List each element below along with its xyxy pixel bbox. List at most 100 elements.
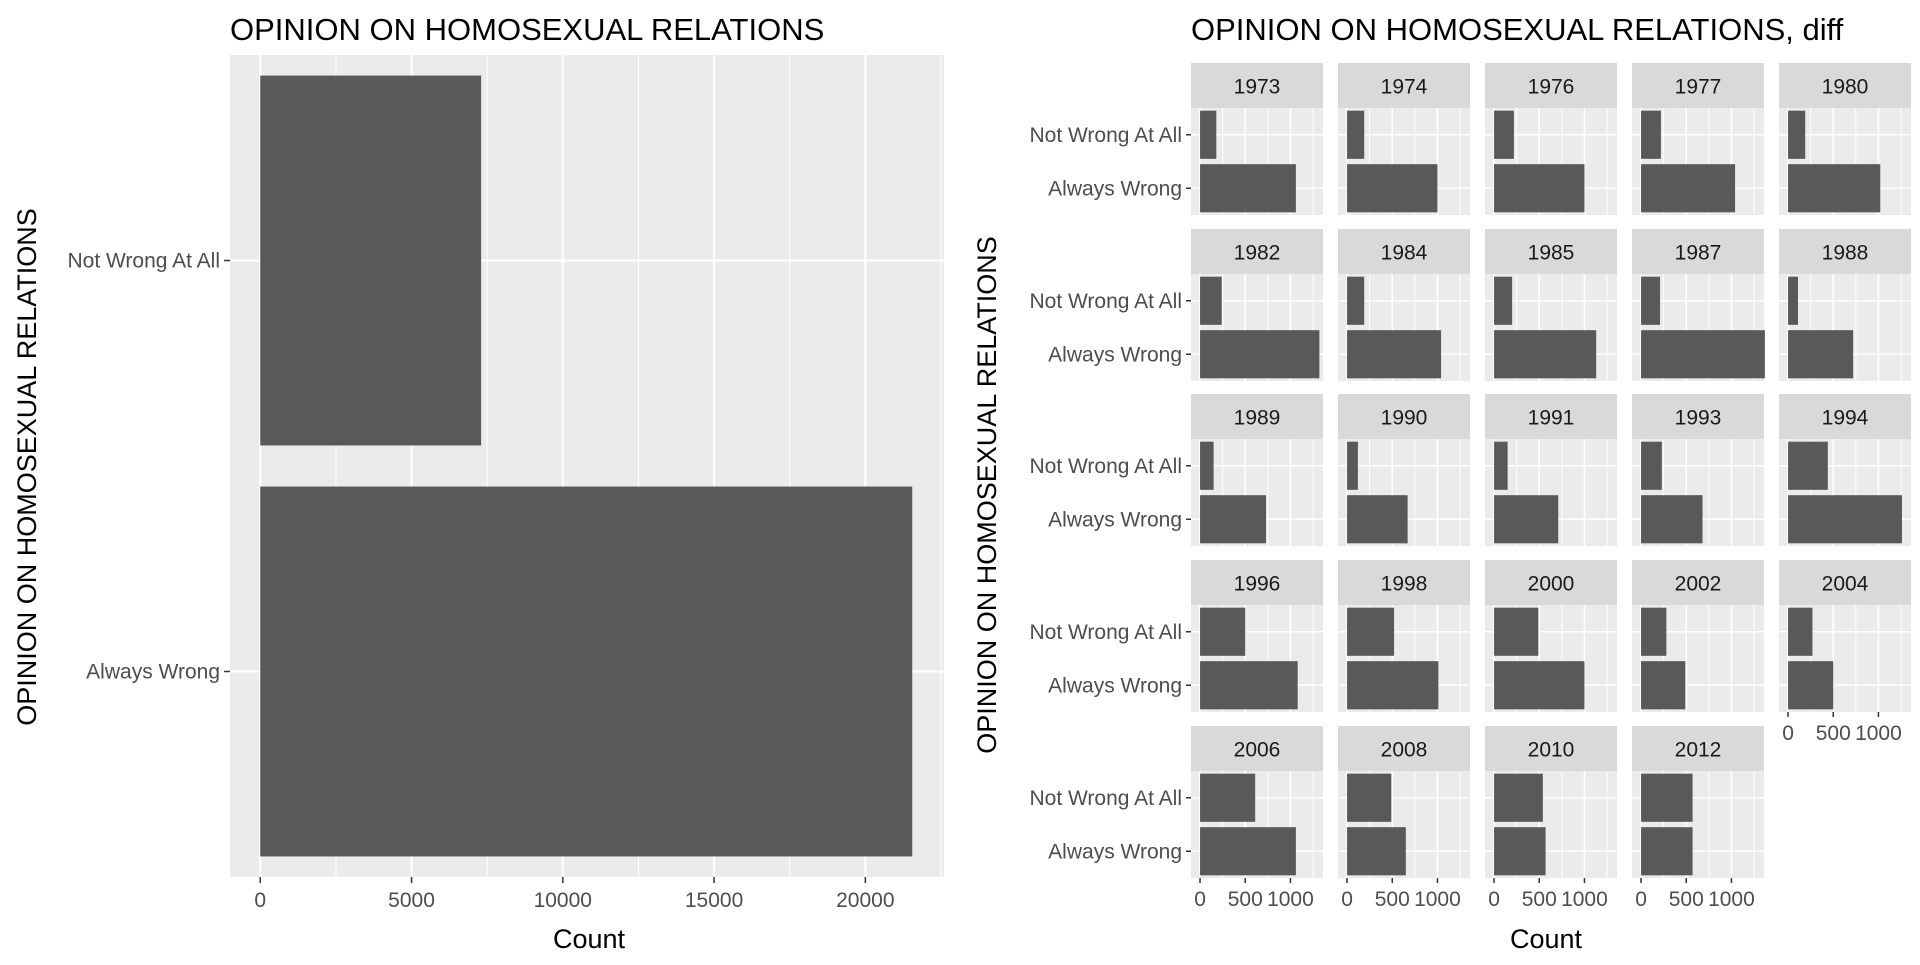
facet-bar (1347, 661, 1439, 710)
right-chart-y-axis-title: OPINION ON HOMOSEXUAL RELATIONS (972, 236, 1002, 754)
facet-strip (1191, 560, 1323, 605)
facet-bar (1347, 164, 1438, 213)
left-x-tick-label: 10000 (534, 889, 592, 912)
facet-strip-label: 1977 (1675, 76, 1722, 99)
facet-bar (1347, 495, 1408, 544)
facet-x-tick-label: 1000 (1708, 888, 1755, 911)
facet-x-tick-label: 500 (1669, 888, 1704, 911)
facet-strip (1485, 394, 1617, 439)
left-chart-plot: Not Wrong At All Always Wrong 0 5000 10000 15… (67, 55, 944, 912)
facet-strip (1191, 63, 1323, 108)
facet-x-tick-label: 500 (1228, 888, 1263, 911)
facet-strip (1632, 394, 1764, 439)
facet-strip-label: 2012 (1675, 739, 1722, 762)
facet-bar (1494, 827, 1546, 876)
left-x-tick-label: 20000 (836, 889, 894, 912)
facet-bar (1494, 110, 1514, 159)
facet-bar (1347, 773, 1392, 822)
facet-bar (1200, 330, 1320, 379)
facet-strip (1485, 229, 1617, 274)
facet-bar (1494, 773, 1543, 822)
facet-x-tick-label: 1000 (1855, 722, 1902, 745)
facet-strip-label: 2006 (1234, 739, 1281, 762)
left-chart-x-axis-title: Count (553, 924, 626, 954)
facet-bar (1200, 827, 1296, 876)
facet-y-tick-label: Not Wrong At All (1029, 124, 1182, 147)
facet-bar (1347, 330, 1442, 379)
facet-strip (1779, 560, 1911, 605)
left-y-tick-label: Not Wrong At All (67, 250, 220, 273)
facet-strip-label: 1989 (1234, 407, 1281, 430)
facet-x-tick-label: 500 (1816, 722, 1851, 745)
facet-x-tick-label: 0 (1782, 722, 1794, 745)
facet-bar (1641, 276, 1661, 325)
facet-bar (1347, 110, 1365, 159)
facet-bar (1641, 773, 1693, 822)
facet-strip (1338, 229, 1470, 274)
facet-strip (1485, 63, 1617, 108)
facet-strip (1632, 63, 1764, 108)
facet-strip (1779, 63, 1911, 108)
facet-bar (1200, 110, 1217, 159)
facet-strip-label: 1985 (1528, 242, 1575, 265)
facet-strip-label: 2002 (1675, 573, 1722, 596)
facet-strip (1779, 229, 1911, 274)
facet-strip (1338, 394, 1470, 439)
facet-bar (1494, 661, 1585, 710)
facet-bar (1641, 827, 1693, 876)
facet-bar (1494, 607, 1539, 656)
facet-y-tick-label: Not Wrong At All (1029, 621, 1182, 644)
facet-bar (1200, 773, 1256, 822)
facet-strip (1632, 229, 1764, 274)
facet-y-tick-label: Not Wrong At All (1029, 787, 1182, 810)
left-chart-y-axis-title: OPINION ON HOMOSEXUAL RELATIONS (12, 208, 42, 726)
left-bar (260, 75, 482, 446)
facet-bar (1494, 441, 1508, 490)
facet-strip-label: 1980 (1822, 76, 1869, 99)
facet-bar (1788, 330, 1854, 379)
facet-bar (1494, 276, 1513, 325)
facet-strip-label: 2000 (1528, 573, 1575, 596)
facet-strip-label: 2008 (1381, 739, 1428, 762)
facet-bar (1200, 495, 1267, 544)
facet-bar (1641, 495, 1703, 544)
left-x-tick-label: 5000 (388, 889, 435, 912)
facet-strip-label: 1984 (1381, 242, 1428, 265)
facet-strip-label: 1976 (1528, 76, 1575, 99)
facet-x-tick-label: 0 (1488, 888, 1500, 911)
facet-bar (1788, 110, 1806, 159)
facet-strip (1338, 560, 1470, 605)
facet-strip (1191, 726, 1323, 771)
facet-y-tick-label: Not Wrong At All (1029, 455, 1182, 478)
facet-strip-label: 1993 (1675, 407, 1722, 430)
facet-strip (1632, 726, 1764, 771)
facet-bar (1200, 607, 1246, 656)
facet-bar (1641, 164, 1736, 213)
facet-bar (1641, 661, 1686, 710)
facet-strip-label: 1988 (1822, 242, 1869, 265)
facet-strip (1485, 560, 1617, 605)
facet-bar (1494, 495, 1559, 544)
facet-bar (1347, 607, 1395, 656)
facet-x-tick-label: 0 (1341, 888, 1353, 911)
right-chart-title: OPINION ON HOMOSEXUAL RELATIONS, diff (1191, 12, 1844, 47)
facet-strip (1191, 394, 1323, 439)
facet-strip (1338, 63, 1470, 108)
facet-strip (1338, 726, 1470, 771)
facet-bar (1200, 661, 1298, 710)
facet-strip-label: 1994 (1822, 407, 1869, 430)
facet-strip (1779, 394, 1911, 439)
facet-bar (1347, 827, 1406, 876)
facet-x-tick-label: 1000 (1561, 888, 1608, 911)
facet-y-tick-label: Not Wrong At All (1029, 290, 1182, 313)
facet-strip-label: 2004 (1822, 573, 1869, 596)
right-chart-x-axis-title: Count (1510, 924, 1583, 954)
facet-bar (1788, 607, 1813, 656)
facet-bar (1788, 495, 1902, 544)
facet-bar (1788, 164, 1881, 213)
facet-strip-label: 1996 (1234, 573, 1281, 596)
facet-bar (1494, 164, 1585, 213)
facet-bar (1494, 330, 1597, 379)
facet-y-tick-label: Always Wrong (1048, 840, 1182, 863)
